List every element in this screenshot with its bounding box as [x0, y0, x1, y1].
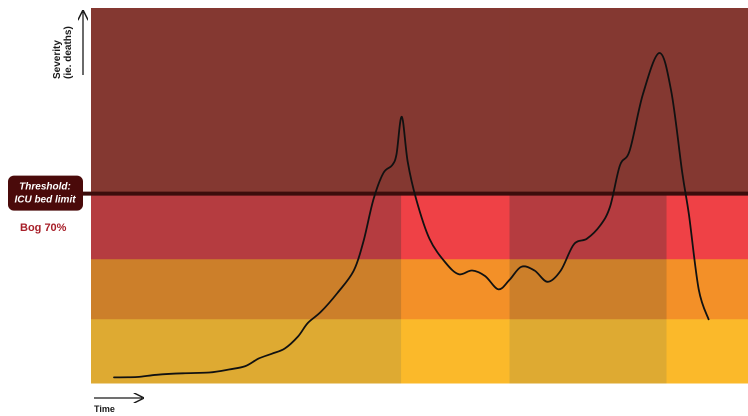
band-top-segment-0 [91, 8, 402, 195]
band-top-segment-1 [401, 8, 511, 195]
band-yellow-segment-0 [91, 319, 402, 384]
band-top-segment-2 [509, 8, 668, 195]
band-orange-segment-0 [91, 259, 402, 320]
y-axis-title-line2: (ie. deaths) [63, 26, 74, 79]
band-red-segment-0 [91, 193, 402, 260]
threshold-sublabel: Bog 70% [20, 222, 67, 234]
threshold-label-line2: ICU bed limit [14, 195, 76, 206]
band-yellow-segment-2 [509, 319, 668, 384]
threshold-badge [8, 175, 83, 211]
band-yellow-segment-1 [401, 319, 511, 384]
band-red-segment-2 [509, 193, 668, 260]
band-orange-segment-2 [509, 259, 668, 320]
band-yellow-segment-3 [666, 319, 748, 384]
band-orange-segment-1 [401, 259, 511, 320]
x-axis-title: Time [94, 404, 115, 414]
curve-layer [113, 52, 710, 379]
band-red-segment-1 [401, 193, 511, 260]
band-orange-segment-3 [666, 259, 748, 320]
bands-layer [91, 8, 748, 384]
band-top-segment-3 [666, 8, 748, 195]
threshold-label-line1: Threshold: [19, 182, 71, 193]
band-red-segment-3 [666, 193, 748, 260]
severity-curve [113, 52, 710, 379]
y-axis-title-line1: Severity [52, 40, 63, 79]
